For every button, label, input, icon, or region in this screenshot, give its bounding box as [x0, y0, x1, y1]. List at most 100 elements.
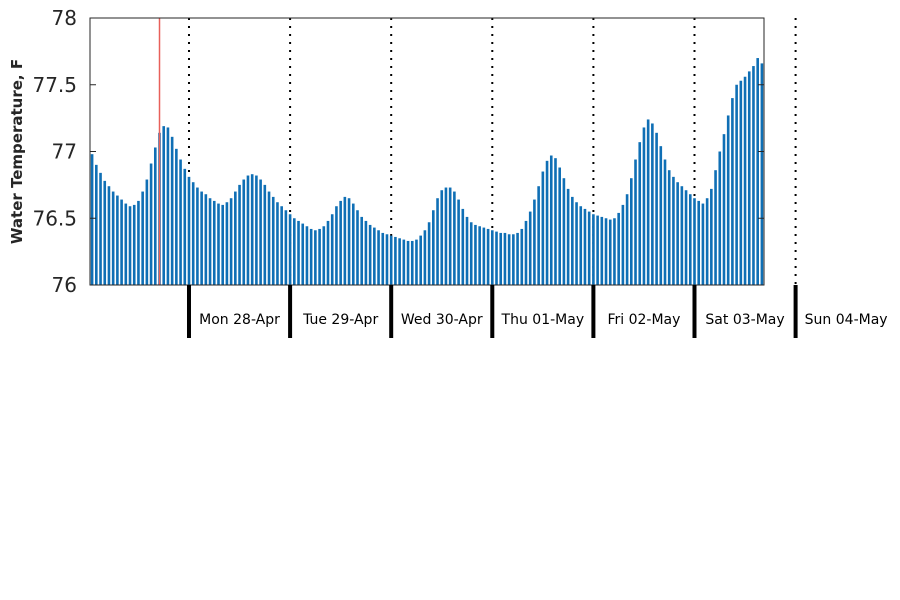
temperature-bar [705, 198, 709, 285]
temperature-bar [516, 232, 519, 285]
temperature-bar [743, 76, 747, 286]
temperature-bar [212, 200, 216, 285]
temperature-bar [575, 202, 578, 285]
temperature-bar [95, 164, 98, 285]
temperature-bar [693, 198, 696, 285]
temperature-bar [436, 198, 439, 285]
day-tick-group: Mon 28-Apr Tue 29-Apr Wed 30-Apr Thu 01-May… [186, 285, 888, 338]
temperature-bar [760, 63, 764, 285]
temperature-bar [120, 199, 123, 285]
temperature-bar [617, 212, 620, 285]
temperature-bar [537, 186, 540, 285]
temperature-bar [221, 204, 224, 285]
temperature-bar [718, 151, 722, 285]
temperature-bar [368, 224, 372, 285]
temperature-bar [162, 126, 166, 285]
day-label: Wed 30-Apr [401, 312, 483, 328]
temperature-bar [394, 236, 397, 285]
day-label: Fri 02-May [607, 312, 680, 328]
temperature-bar [99, 172, 102, 285]
temperature-bar [377, 230, 380, 285]
temperature-bar [448, 187, 452, 285]
temperature-bar [381, 232, 385, 285]
temperature-bar [465, 216, 469, 285]
temperature-bar [731, 98, 734, 285]
temperature-bar [596, 215, 599, 285]
y-tick-label: 78 [52, 6, 77, 30]
temperature-bar [634, 159, 637, 285]
temperature-bar [364, 220, 368, 285]
temperature-bar [116, 195, 119, 285]
day-label: Sat 03-May [705, 312, 784, 328]
temperature-bar [389, 235, 393, 285]
temperature-bar [124, 203, 128, 285]
temperature-bar [554, 158, 557, 285]
temperature-bar [680, 186, 684, 285]
temperature-bar [90, 154, 94, 285]
temperature-bar [326, 220, 330, 285]
temperature-bar [107, 186, 111, 285]
temperature-bar [714, 170, 717, 285]
temperature-bar [402, 239, 406, 285]
temperature-bar [541, 171, 545, 285]
temperature-bar [297, 220, 300, 285]
temperature-bar [170, 136, 174, 285]
temperature-bar [486, 228, 490, 285]
temperature-bar [149, 163, 153, 285]
y-axis-ticks: 76 76.5 77 77.5 78 [32, 6, 764, 297]
temperature-bar [507, 234, 511, 285]
temperature-bar [229, 198, 233, 285]
temperature-bar [103, 180, 107, 285]
temperature-bar [305, 226, 309, 285]
temperature-bar [343, 196, 347, 285]
temperature-bar [469, 222, 473, 285]
temperature-bar [549, 155, 553, 285]
temperature-bar [524, 220, 528, 285]
temperature-bar [314, 230, 317, 285]
temperature-bar [242, 179, 246, 285]
y-tick-label: 77 [52, 140, 77, 164]
temperature-bar [322, 226, 326, 285]
temperature-bar [747, 71, 751, 286]
temperature-bar [153, 147, 157, 285]
temperature-bar [183, 168, 187, 285]
temperature-bar [293, 218, 296, 285]
temperature-bar [217, 203, 220, 285]
temperature-bar [587, 211, 591, 285]
temperature-bar [263, 184, 267, 286]
temperature-bar [495, 231, 498, 285]
temperature-bar [410, 240, 414, 285]
temperature-bar [739, 80, 743, 286]
temperature-bar [545, 160, 549, 285]
temperature-bar [419, 235, 422, 285]
temperature-bar [141, 191, 144, 285]
temperature-bar [655, 132, 658, 285]
temperature-bar [339, 200, 342, 285]
temperature-bar [453, 191, 456, 285]
temperature-bar [271, 196, 275, 285]
temperature-bar [457, 199, 460, 285]
temperature-bar [288, 214, 292, 285]
temperature-bar [284, 210, 288, 285]
temperature-bar [512, 234, 515, 285]
temperature-bar [398, 238, 401, 285]
temperature-bar [726, 115, 730, 286]
temperature-bar [175, 148, 178, 285]
temperature-bar [676, 182, 679, 285]
temperature-bar [571, 196, 574, 285]
temperature-bar [499, 232, 503, 285]
temperature-bar [276, 202, 279, 285]
temperature-bar [335, 206, 338, 285]
temperature-bar [137, 200, 140, 285]
temperature-bar [234, 191, 237, 285]
temperature-bar [179, 159, 182, 285]
temperature-bar [684, 190, 688, 285]
temperature-bar [373, 227, 376, 285]
y-axis-label: Water Temperature, F [8, 59, 26, 244]
temperature-bar [503, 232, 507, 285]
temperature-bar [385, 234, 389, 285]
temperature-bar [651, 123, 654, 285]
temperature-bar [608, 219, 612, 285]
temperature-bar [250, 174, 254, 285]
